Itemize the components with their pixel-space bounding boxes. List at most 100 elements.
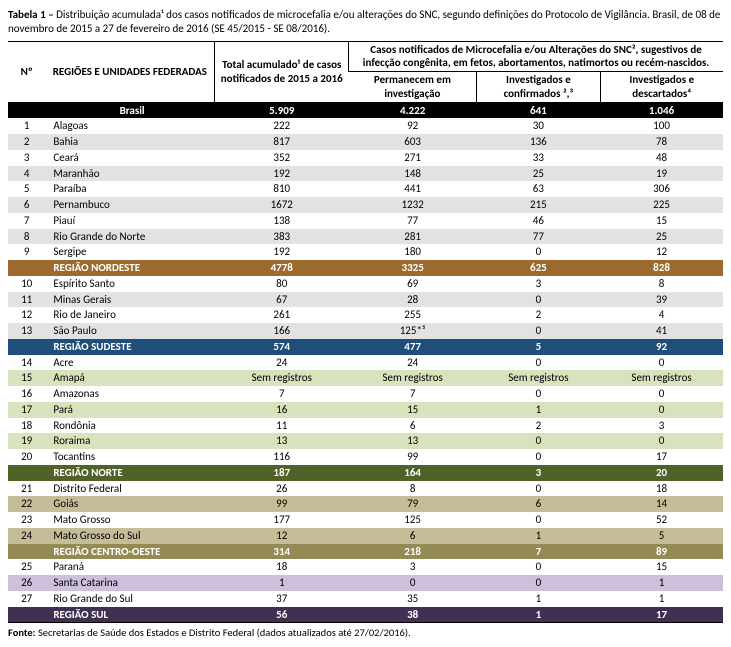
cell: 80 [215, 276, 349, 292]
table-row: 15AmapáSem registrosSem registrosSem reg… [8, 370, 723, 386]
cell: 77 [349, 213, 477, 229]
row-num: 15 [8, 370, 45, 386]
row-num: 2 [8, 134, 45, 150]
row-num: 11 [8, 292, 45, 308]
cell: 0 [477, 292, 600, 308]
cell: 0 [477, 449, 600, 465]
region-name: REGIÃO SUDESTE [45, 339, 215, 355]
cell: 1232 [349, 197, 477, 213]
row-num: 9 [8, 244, 45, 260]
row-num: 14 [8, 355, 45, 371]
cell: 0 [600, 402, 723, 418]
row-num: 23 [8, 512, 45, 528]
cell: 24 [349, 355, 477, 371]
table-row: 25Paraná183015 [8, 559, 723, 575]
row-name: Mato Grosso do Sul [45, 528, 215, 544]
cell: 17 [600, 607, 723, 623]
brasil-row: Brasil 5.909 4.222 641 1.046 [8, 102, 723, 118]
table-row: 12Rio de Janeiro26125524 [8, 307, 723, 323]
fonte-bold: Fonte: [8, 626, 36, 639]
row-name: Maranhão [45, 166, 215, 182]
cell: 4 [600, 307, 723, 323]
row-num: 6 [8, 197, 45, 213]
cell: 25 [477, 166, 600, 182]
row-name: Paraíba [45, 181, 215, 197]
cell: 187 [215, 465, 349, 481]
row-name: Alagoas [45, 118, 215, 134]
row-num: 21 [8, 481, 45, 497]
region-name: REGIÃO NORTE [45, 465, 215, 481]
row-num: 7 [8, 213, 45, 229]
table-row: 20Tocantins11699017 [8, 449, 723, 465]
region-name: REGIÃO SUL [45, 607, 215, 623]
row-name: Rio de Janeiro [45, 307, 215, 323]
data-table: Nº REGIÕES E UNIDADES FEDERADAS Total ac… [8, 41, 723, 624]
row-name: Sergipe [45, 244, 215, 260]
cell: 5 [477, 339, 600, 355]
cell: 1 [477, 528, 600, 544]
table-row: 16Amazonas7700 [8, 386, 723, 402]
cell: 99 [215, 496, 349, 512]
brasil-name: Brasil [45, 102, 215, 118]
row-num: 22 [8, 496, 45, 512]
cell: 52 [600, 512, 723, 528]
cell: 3 [349, 559, 477, 575]
table-row: 2Bahia81760313678 [8, 134, 723, 150]
cell: 25 [600, 229, 723, 245]
cell: 1 [215, 575, 349, 591]
row-name: Distrito Federal [45, 481, 215, 497]
cell: 26 [215, 481, 349, 497]
cell: 166 [215, 323, 349, 339]
cell: 0 [477, 355, 600, 371]
region-row: REGIÃO NORTE187164320 [8, 465, 723, 481]
brasil-c3: 1.046 [600, 102, 723, 118]
brasil-total: 5.909 [215, 102, 349, 118]
cell: 20 [600, 465, 723, 481]
cell: 0 [477, 433, 600, 449]
cell: 7 [215, 386, 349, 402]
table-row: 4Maranhão1921482519 [8, 166, 723, 182]
row-num: 8 [8, 229, 45, 245]
region-row: REGIÃO SUL5638117 [8, 607, 723, 623]
table-row: 11Minas Gerais6728039 [8, 292, 723, 308]
cell: 138 [215, 213, 349, 229]
row-num: 12 [8, 307, 45, 323]
cell: 12 [215, 528, 349, 544]
cell: 7 [349, 386, 477, 402]
cell: 0 [349, 575, 477, 591]
row-num: 10 [8, 276, 45, 292]
row-num: 4 [8, 166, 45, 182]
cell: 8 [600, 276, 723, 292]
cell: 56 [215, 607, 349, 623]
row-name: Acre [45, 355, 215, 371]
cell: 0 [477, 481, 600, 497]
table-row: 17Pará161510 [8, 402, 723, 418]
cell: 817 [215, 134, 349, 150]
row-name: Amazonas [45, 386, 215, 402]
table-row: 10Espírito Santo806938 [8, 276, 723, 292]
cell: 225 [600, 197, 723, 213]
cell: 352 [215, 150, 349, 166]
cell: 3 [600, 418, 723, 434]
cell: 828 [600, 260, 723, 276]
table-row: 22Goiás9979614 [8, 496, 723, 512]
title-bold: Tabela 1 – [8, 8, 54, 21]
cell: 1 [477, 402, 600, 418]
region-row: REGIÃO NORDESTE47783325625828 [8, 260, 723, 276]
cell: 77 [477, 229, 600, 245]
cell: 69 [349, 276, 477, 292]
row-name: Ceará [45, 150, 215, 166]
row-num: 27 [8, 591, 45, 607]
row-name: São Paulo [45, 323, 215, 339]
cell: 63 [477, 181, 600, 197]
row-num: 19 [8, 433, 45, 449]
cell: 92 [600, 339, 723, 355]
row-name: Mato Grosso [45, 512, 215, 528]
table-row: 5Paraíba81044163306 [8, 181, 723, 197]
cell: 218 [349, 544, 477, 560]
row-num: 13 [8, 323, 45, 339]
cell: 79 [349, 496, 477, 512]
cell: 3325 [349, 260, 477, 276]
cell: 0 [477, 244, 600, 260]
cell: 0 [477, 575, 600, 591]
